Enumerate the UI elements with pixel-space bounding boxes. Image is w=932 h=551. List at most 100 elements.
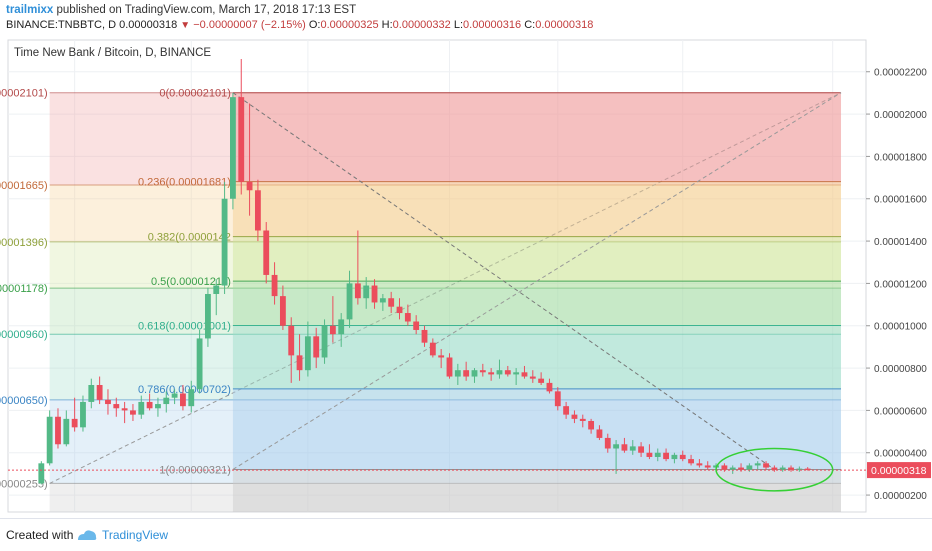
candle-body <box>404 313 411 322</box>
candle-body <box>113 404 120 409</box>
fib-right-band <box>232 325 842 389</box>
candle-body <box>371 285 378 303</box>
candle-body <box>71 418 78 428</box>
candle-body <box>763 463 769 468</box>
fib-right-band <box>232 92 842 182</box>
fib-right-trend-line <box>232 92 842 470</box>
candle-body <box>321 325 328 358</box>
candle-body <box>771 467 778 470</box>
candle-body <box>438 355 445 358</box>
fib-left-band <box>49 241 842 289</box>
y-tick-label: 0.00002200 <box>874 68 927 79</box>
candle-body <box>504 370 511 375</box>
candle-body <box>229 97 236 199</box>
fib-left-level-label: 0.236(0.00001665) <box>0 180 48 192</box>
candle-body <box>454 370 461 377</box>
fib-left-band <box>49 92 842 185</box>
candle-body <box>221 198 228 286</box>
change-down-icon: ▼ <box>180 20 191 31</box>
chart-title: Time New Bank / Bitcoin, D, BINANCE <box>14 47 211 59</box>
last-price-tag: 0.00000318 <box>871 465 927 477</box>
fib-left-level-label: 1(0.00000255) <box>0 478 48 490</box>
candle-body <box>588 420 595 430</box>
candle-body <box>313 336 320 358</box>
footer: Created with TradingView <box>0 518 932 551</box>
fib-right-level-label: 1(0.00000321) <box>159 464 231 476</box>
fib-right-level-label: 0.382(0.0000142 <box>148 232 231 244</box>
fib-right-level-label: 0.236(0.00001681) <box>138 177 231 189</box>
candle-body <box>629 446 636 451</box>
price-axis[interactable]: 0.00000200 0.00000400 0.00000600 0.00000800… <box>866 68 931 502</box>
candle-body <box>471 370 478 377</box>
candle-body <box>621 444 628 451</box>
candle-body <box>279 296 286 326</box>
candle-body <box>271 274 278 297</box>
y-tick-label: 0.00001400 <box>874 237 927 248</box>
candle-body <box>396 306 403 314</box>
candle-body <box>688 459 694 464</box>
fib-right-band <box>232 388 842 470</box>
candle-body <box>304 336 311 371</box>
high-label: H: <box>381 19 393 31</box>
fib-left-level-label: 0(0.00002101) <box>0 88 48 100</box>
price-chart[interactable]: 0(0.00002101) 0.236(0.00001665) 0.382(0.00… <box>0 0 932 518</box>
candle-body <box>213 285 220 294</box>
candle-body <box>463 370 470 377</box>
candle-body <box>663 452 669 460</box>
fib-left-level-label: 0.786(0.00000650) <box>0 395 48 407</box>
grid-lines <box>8 40 866 512</box>
y-tick-label: 0.00001200 <box>874 279 927 290</box>
low-value: 0.00000316 <box>463 19 522 31</box>
tradingview-brand[interactable]: TradingView <box>102 528 169 542</box>
low-label: L: <box>453 19 464 31</box>
candle-body <box>679 454 686 460</box>
candle-body <box>729 467 736 470</box>
publisher-line: trailmixx published on TradingView.com, … <box>6 4 356 16</box>
candle-body <box>171 393 178 398</box>
fib-left-band <box>49 288 842 335</box>
close-value: 0.00000318 <box>535 19 594 31</box>
y-tick-label: 0.00000400 <box>874 449 927 460</box>
fib-left-level-label: 0.5(0.00001178) <box>0 283 48 295</box>
candle-body <box>613 444 620 449</box>
candle-body <box>796 468 803 470</box>
publisher-name[interactable]: trailmixx <box>6 4 54 16</box>
candle-body <box>779 467 786 470</box>
close-label: C: <box>524 19 536 31</box>
candle-body <box>196 338 203 390</box>
candle-body <box>804 468 811 471</box>
candle-body <box>579 418 586 421</box>
candle-body <box>205 293 211 339</box>
candle-body <box>413 321 420 330</box>
candle-body <box>571 414 578 419</box>
open-label: O: <box>308 19 321 31</box>
candles <box>38 59 811 485</box>
candle-body <box>538 378 545 383</box>
y-tick-label: 0.00001800 <box>874 152 927 163</box>
candle-body <box>654 452 661 457</box>
candle-body <box>746 465 753 470</box>
annotation-ellipse <box>715 447 834 492</box>
candle-body <box>263 230 270 275</box>
candle-body <box>388 298 395 307</box>
fib-left-band <box>49 184 842 242</box>
candle-body <box>46 416 53 464</box>
candle-body <box>488 372 495 375</box>
fib-right-band <box>232 181 842 237</box>
publish-header: trailmixx published on TradingView.com, … <box>0 0 932 36</box>
ohlc-line: BINANCE:TNBBTC, D 0.00000318 ▼ −0.000000… <box>6 19 593 31</box>
fib-right-band <box>232 281 842 326</box>
last-price: 0.00000318 <box>119 19 178 31</box>
y-tick-label: 0.00001000 <box>874 322 927 333</box>
open-value: 0.00000325 <box>320 19 379 31</box>
candle-body <box>354 283 361 299</box>
candle-body <box>55 416 61 445</box>
y-tick-label: 0.00001600 <box>874 195 927 206</box>
y-tick-label: 0.00000200 <box>874 491 927 502</box>
candle-body <box>563 406 570 415</box>
candle-body <box>379 298 386 303</box>
candle-body <box>429 342 436 356</box>
candle-body <box>738 467 744 470</box>
candle-body <box>446 357 453 377</box>
fib-right-band <box>232 469 842 512</box>
